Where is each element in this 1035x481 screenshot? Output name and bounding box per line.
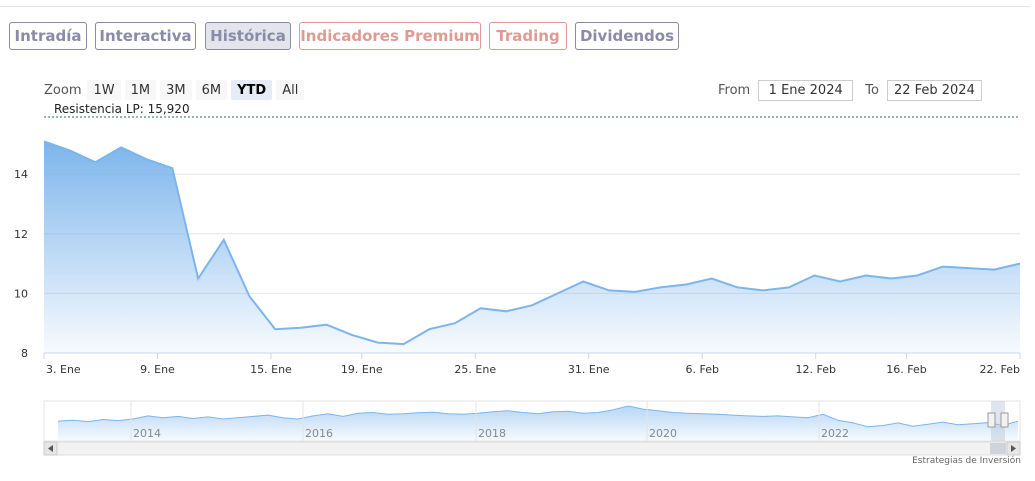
y-tick-label: 12: [14, 228, 28, 241]
price-line: [43, 140, 1021, 346]
tab-indicadores-premium[interactable]: Indicadores Premium: [299, 22, 481, 50]
navigator-year-label: 2022: [821, 427, 849, 440]
date-range: From 1 Ene 2024 To 22 Feb 2024: [718, 80, 982, 101]
y-tick-label: 14: [14, 168, 28, 181]
from-date-input[interactable]: 1 Ene 2024: [758, 80, 854, 101]
chart-credit: Estrategias de Inversión: [912, 456, 1021, 466]
scroll-left-icon: [48, 445, 53, 452]
from-label: From: [718, 83, 751, 98]
tab-historica[interactable]: Histórica: [205, 22, 291, 50]
zoom-1w-button[interactable]: 1W: [87, 80, 121, 100]
x-tick-label: 25. Ene: [454, 363, 496, 376]
y-tick-label: 10: [14, 287, 28, 300]
navigator-area: [58, 406, 1018, 440]
navigator-year-label: 2018: [478, 427, 506, 440]
scrollbar-track[interactable]: [43, 441, 1021, 456]
tab-interactiva[interactable]: Interactiva: [95, 22, 196, 50]
navigator-line: [57, 405, 1019, 428]
navigator-year-label: 2016: [305, 427, 333, 440]
x-tick-label: 9. Ene: [140, 363, 175, 376]
resistance-label: Resistencia LP: 15,920: [54, 102, 190, 116]
tab-dividendos[interactable]: Dividendos: [575, 22, 679, 50]
x-tick-label: 31. Ene: [568, 363, 610, 376]
navigator-selection[interactable]: [991, 401, 1005, 441]
x-tick-label: 3. Ene: [46, 363, 81, 376]
x-tick-label: 22. Feb: [980, 363, 1020, 376]
tab-intradia[interactable]: Intradía: [9, 22, 87, 50]
x-tick-label: 15. Ene: [250, 363, 292, 376]
x-tick-label: 6. Feb: [685, 363, 718, 376]
y-tick-label: 8: [21, 347, 28, 360]
navigator-right-handle[interactable]: [1000, 412, 1009, 428]
zoom-ytd-button[interactable]: YTD: [231, 80, 273, 100]
zoom-3m-button[interactable]: 3M: [160, 80, 192, 100]
x-tick-label: 19. Ene: [341, 363, 383, 376]
navigator-year-label: 2020: [649, 427, 677, 440]
zoom-selector: Zoom 1W 1M 3M 6M YTD All: [44, 80, 308, 100]
tab-trading[interactable]: Trading: [489, 22, 567, 50]
to-label: To: [865, 83, 879, 98]
top-divider: [0, 6, 1030, 7]
zoom-label: Zoom: [44, 82, 82, 98]
zoom-6m-button[interactable]: 6M: [195, 80, 228, 100]
price-chart: Resistencia LP: 15,920 8 10 12 14 3. Ene 9. …: [14, 102, 1021, 456]
scrollbar-thumb[interactable]: [990, 443, 1006, 454]
scroll-right-icon: [1011, 445, 1016, 452]
zoom-1m-button[interactable]: 1M: [124, 80, 157, 100]
navigator-year-label: 2014: [133, 427, 161, 440]
navigator-left-handle[interactable]: [987, 412, 996, 428]
to-date-input[interactable]: 22 Feb 2024: [886, 80, 982, 101]
x-tick-label: 16. Feb: [886, 363, 926, 376]
price-area: [44, 141, 1020, 353]
zoom-all-button[interactable]: All: [276, 80, 305, 100]
x-tick-label: 12. Feb: [795, 363, 835, 376]
